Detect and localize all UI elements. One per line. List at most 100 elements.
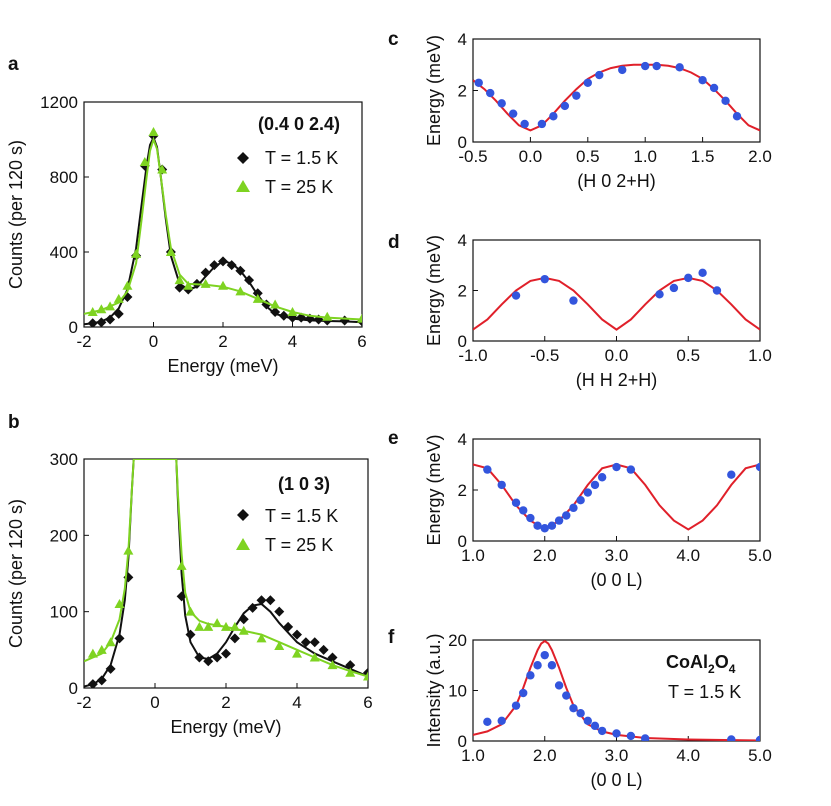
fit-line-b-1 xyxy=(84,459,368,678)
panel-label-a: a xyxy=(8,54,19,75)
point-e-0-11 xyxy=(576,496,585,505)
point-a-1-14 xyxy=(235,286,246,296)
point-f-0-7 xyxy=(547,661,557,670)
point-f-0-16 xyxy=(626,731,636,741)
point-a-0-1 xyxy=(96,317,107,327)
point-a-1-0 xyxy=(87,307,98,316)
x-tick-label-b-0: -2 xyxy=(76,693,91,712)
panel-d: d -1.0 -0.5 0.0 0.5 1.0 0 2 4 (H H 2+H) Energy (m… xyxy=(388,231,772,390)
panel-label-c: c xyxy=(388,29,399,50)
point-a-0-2 xyxy=(105,314,116,325)
point-e-0-14 xyxy=(597,473,607,482)
point-a-0-13 xyxy=(200,267,211,278)
y-tick-label-e-1: 2 xyxy=(458,481,467,500)
point-a-0-22 xyxy=(278,310,289,321)
plot-area-c: -0.5 0.0 0.5 1.0 1.5 2.0 0 2 4 (H 0 2+H) Energy (m… xyxy=(424,30,772,191)
panel-c: c -0.5 0.0 0.5 1.0 1.5 2.0 0 2 4 (H 0 2+H) Energy … xyxy=(388,29,772,191)
point-a-0-10 xyxy=(174,282,185,293)
x-axis-label-a: Energy (meV) xyxy=(167,356,278,376)
y-tick-label-f-1: 10 xyxy=(448,682,467,701)
x-tick-label-f-4: 5.0 xyxy=(748,746,772,765)
series-group-a xyxy=(84,127,362,327)
compound-sub-1: 2 xyxy=(708,662,715,676)
x-tick-label-f-2: 3.0 xyxy=(605,746,629,765)
point-b-0-1 xyxy=(96,675,107,686)
point-d-0-4 xyxy=(669,283,679,293)
point-b-0-5 xyxy=(176,591,187,602)
y-tick-label-c-2: 4 xyxy=(458,30,467,49)
point-b-1-7 xyxy=(194,621,205,631)
point-c-0-5 xyxy=(537,119,547,129)
point-b-1-16 xyxy=(309,652,320,662)
point-f-0-19 xyxy=(755,735,760,741)
point-b-0-13 xyxy=(247,602,258,613)
point-a-0-14 xyxy=(209,260,220,271)
x-axis-label-e: (0 0 L) xyxy=(590,570,642,590)
point-e-0-15 xyxy=(612,462,621,472)
point-e-0-4 xyxy=(526,513,535,523)
point-c-0-4 xyxy=(520,119,529,129)
point-b-1-11 xyxy=(229,621,240,631)
point-d-0-2 xyxy=(569,296,578,305)
point-c-0-12 xyxy=(641,61,650,71)
series-group-e xyxy=(473,462,760,533)
point-a-1-2 xyxy=(105,301,116,311)
point-b-0-22 xyxy=(327,652,338,663)
x-tick-label-d-2: 0.0 xyxy=(605,346,629,365)
point-a-0-3 xyxy=(113,308,124,319)
legend-label-b-1: T = 25 K xyxy=(265,535,333,555)
point-a-1-13 xyxy=(218,280,228,290)
point-a-1-1 xyxy=(96,304,107,314)
point-b-1-10 xyxy=(221,621,231,631)
x-tick-label-a-0: -2 xyxy=(76,332,91,351)
y-tick-label-a-1: 400 xyxy=(50,243,78,262)
point-a-1-5 xyxy=(131,248,142,258)
point-e-0-2 xyxy=(511,498,521,507)
point-b-0-8 xyxy=(203,656,214,667)
x-tick-label-c-4: 1.5 xyxy=(691,147,715,166)
point-c-0-11 xyxy=(618,65,627,75)
point-b-1-19 xyxy=(363,671,368,681)
x-tick-label-b-3: 4 xyxy=(292,693,301,712)
point-b-0-2 xyxy=(105,663,116,674)
point-a-1-7 xyxy=(148,127,159,136)
point-b-0-0 xyxy=(87,679,98,688)
x-tick-label-e-4: 5.0 xyxy=(748,546,772,565)
annotation-a: (0.4 0 2.4) xyxy=(258,114,340,134)
point-b-0-12 xyxy=(238,614,249,625)
series-group-b xyxy=(84,459,368,688)
point-c-0-17 xyxy=(721,96,730,106)
point-a-0-28 xyxy=(339,315,350,326)
x-axis-label-d: (H H 2+H) xyxy=(576,370,658,390)
x-tick-label-a-2: 2 xyxy=(218,332,227,351)
point-f-0-4 xyxy=(526,671,535,680)
fit-line-d-0 xyxy=(473,276,760,331)
x-tick-label-f-3: 4.0 xyxy=(676,746,700,765)
point-b-0-11 xyxy=(229,633,240,644)
fit-line-f-0 xyxy=(473,640,760,741)
x-tick-label-d-1: -0.5 xyxy=(530,346,559,365)
x-tick-label-e-1: 2.0 xyxy=(533,546,557,565)
point-f-0-1 xyxy=(497,716,506,725)
y-tick-label-f-2: 20 xyxy=(448,631,467,650)
point-a-1-15 xyxy=(252,293,263,303)
x-tick-label-c-5: 2.0 xyxy=(748,147,772,166)
point-f-0-18 xyxy=(727,735,736,741)
legend-marker-b-1 xyxy=(236,538,250,550)
point-b-0-15 xyxy=(265,595,276,606)
compound-part-2: O xyxy=(715,652,729,672)
plot-area-f: 1.0 2.0 3.0 4.0 5.0 0 10 20 (0 0 L) Intensity (a.… xyxy=(424,631,772,790)
point-b-0-21 xyxy=(318,644,329,655)
point-c-0-8 xyxy=(572,91,581,100)
point-b-0-19 xyxy=(300,637,311,648)
y-tick-label-e-2: 4 xyxy=(458,430,467,449)
fit-line-c-0 xyxy=(473,63,760,132)
point-e-0-8 xyxy=(554,516,564,525)
point-a-1-16 xyxy=(270,299,281,309)
y-tick-label-a-0: 0 xyxy=(69,318,78,337)
point-b-1-9 xyxy=(212,618,223,628)
point-b-1-6 xyxy=(185,606,196,616)
point-b-0-23 xyxy=(345,660,356,671)
y-tick-label-b-0: 0 xyxy=(69,679,78,698)
